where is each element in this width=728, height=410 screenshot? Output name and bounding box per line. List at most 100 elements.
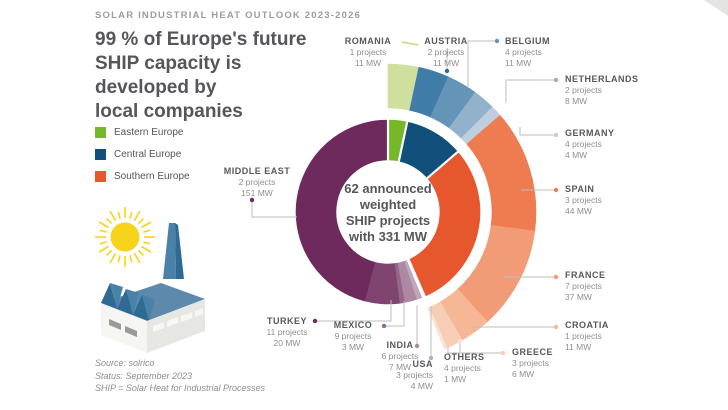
sun-core: [110, 222, 140, 252]
roof-tooth: [117, 289, 133, 315]
leader-dot-austria: [444, 68, 450, 74]
sun-icon: [95, 207, 155, 267]
sun-ray: [109, 253, 117, 264]
label-spain: SPAIN 3 projects 44 MW: [565, 184, 602, 216]
factory-icon: [95, 207, 205, 353]
roof-tooth: [142, 295, 155, 321]
slice-inner-middle_east: [295, 119, 389, 302]
factory-window: [195, 308, 203, 317]
donut-inner-ring: [295, 119, 481, 305]
sun-ray: [106, 218, 113, 225]
legend-item-eastern-europe: Eastern Europe: [95, 127, 190, 138]
leader-dot-spain: [553, 187, 559, 193]
factory-chimney: [163, 223, 176, 279]
sun-ray: [99, 229, 107, 233]
label-middle-east: MIDDLE EAST 2 projects 151 MW: [223, 166, 291, 198]
factory-window: [167, 317, 178, 327]
source-line: SHIP = Solar Heat for Industrial Process…: [95, 383, 265, 393]
label-usa: USA 3 projects 4 MW: [396, 359, 433, 391]
leader-lines: [249, 38, 559, 361]
sun-ray: [141, 245, 152, 253]
headline-line: developed by: [95, 77, 217, 98]
legend-item-central-europe: Central Europe: [95, 149, 190, 160]
label-others: OTHERS 4 projects 1 MW: [444, 352, 485, 384]
leader-line-turkey: [317, 300, 392, 322]
factory-window: [181, 312, 192, 322]
region-divider: [406, 258, 425, 299]
label-romania: ROMANIA 1 projects 11 MW: [344, 36, 392, 68]
center-line: SHIP projects: [345, 213, 431, 228]
leader-line-romania: [401, 41, 419, 46]
headline-line: SHIP capacity is: [95, 53, 242, 74]
roof-tooth: [101, 283, 117, 309]
sun-ray: [98, 221, 109, 229]
factory-wall-right: [147, 299, 205, 353]
sun-ray: [99, 241, 107, 245]
sun-ray: [137, 218, 144, 225]
label-belgium: BELGIUM 4 projects 11 MW: [505, 36, 550, 68]
page-corner-decoration: [704, 0, 728, 16]
center-line: weighted: [359, 197, 417, 212]
leader-dot-croatia: [553, 324, 559, 330]
legend-swatch-eastern: [95, 127, 106, 138]
source-line: Status: September 2023: [95, 370, 193, 381]
center-line: 62 announced: [344, 181, 432, 196]
slice-outer-others: [427, 306, 448, 350]
label-germany: GERMANY 4 projects 4 MW: [565, 128, 615, 160]
sun-ray: [117, 211, 121, 219]
legend-label: Eastern Europe: [114, 127, 184, 138]
sun-ray: [106, 249, 113, 256]
legend-label: Southern Europe: [114, 171, 190, 182]
sun-ray: [143, 229, 151, 233]
factory-wall-left: [101, 303, 147, 353]
leader-dot-mexico: [381, 323, 387, 329]
sun-ray: [143, 241, 151, 245]
label-mexico: MEXICO 9 projects 3 MW: [333, 320, 373, 352]
region-divider: [407, 258, 427, 298]
sun-ray: [133, 253, 141, 264]
leader-dot-belgium: [494, 38, 500, 44]
leader-line-greece: [447, 347, 501, 354]
report-kicker: SOLAR INDUSTRIAL HEAT OUTLOOK 2023-2026: [95, 10, 362, 21]
leader-line-netherlands: [505, 79, 554, 103]
donut-center-label: 62 announced weighted SHIP projects with…: [318, 181, 458, 245]
leader-dot-middle_east: [249, 197, 255, 203]
sun-ray: [133, 210, 141, 221]
leader-line-germany: [519, 127, 554, 136]
label-turkey: TURKEY 11 projects 20 MW: [266, 316, 308, 348]
sun-ray: [129, 211, 133, 219]
roof-tooth: [126, 289, 139, 315]
label-india: INDIA 6 projects 7 MW: [381, 340, 419, 372]
headline-line: local companies: [95, 101, 243, 122]
leader-dot-greece: [500, 350, 506, 356]
source-block: Source: solrico Status: September 2023 S…: [95, 357, 265, 395]
label-greece: GREECE 3 projects 6 MW: [512, 347, 554, 379]
source-line: Source: solrico: [95, 358, 155, 368]
sun-ray: [129, 255, 133, 263]
roof-tooth: [110, 283, 123, 309]
label-france: FRANCE 7 projects 37 MW: [565, 270, 606, 302]
leader-dot-others: [457, 338, 463, 344]
headline: 99 % of Europe's future SHIP capacity is…: [95, 28, 335, 124]
leader-dot-netherlands: [553, 77, 559, 83]
factory-window: [153, 322, 164, 332]
factory-window: [125, 326, 137, 337]
leader-dot-germany: [553, 132, 559, 138]
roof-tooth: [133, 295, 149, 321]
sun-ray: [109, 210, 117, 221]
legend-label: Central Europe: [114, 149, 182, 160]
donut-dividers: [386, 119, 460, 299]
legend-swatch-central: [95, 149, 106, 160]
leader-dot-india: [414, 343, 420, 349]
sun-ray: [117, 255, 121, 263]
region-divider: [397, 120, 409, 163]
leader-line-middle_east: [251, 202, 297, 218]
sun-ray: [98, 245, 109, 253]
region-divider: [425, 150, 460, 180]
label-croatia: CROATIA 1 projects 11 MW: [565, 320, 609, 352]
leader-line-mexico: [386, 301, 405, 327]
leader-dot-turkey: [312, 318, 318, 324]
donut-outer-band: [387, 63, 537, 350]
sun-ray: [141, 221, 152, 229]
